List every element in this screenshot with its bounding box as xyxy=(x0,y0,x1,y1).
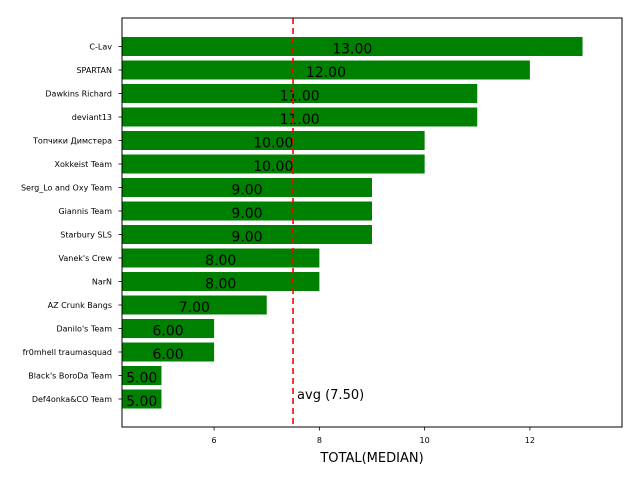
bar-value-label: 12.00 xyxy=(306,65,346,81)
bar-value-label: 5.00 xyxy=(126,394,157,410)
plot-frame xyxy=(121,17,623,428)
bar xyxy=(122,131,425,150)
x-axis-ticks: 6 8 10 12 xyxy=(212,427,535,445)
x-tick-label: 10 xyxy=(420,436,430,445)
bar xyxy=(122,60,530,80)
y-tick-label: Danilo's Team xyxy=(56,325,112,334)
y-axis-ticks: C-Lav SPARTAN Dawkins Richard deviant13 Топч… xyxy=(21,43,122,404)
y-tick-label: Топчики Димстера xyxy=(32,137,112,146)
x-axis-title: TOTAL(MEDIAN) xyxy=(319,451,423,466)
y-tick-label: Black's BoroDa Team xyxy=(28,372,112,381)
y-tick-label: Def4onka&CO Team xyxy=(32,395,112,404)
y-tick-label: NarN xyxy=(92,278,112,287)
bar-value-label: 11.00 xyxy=(280,89,320,105)
bar-value-label: 5.00 xyxy=(126,371,157,387)
bar-value-label: 8.00 xyxy=(205,277,236,293)
bars-group: 13.00 12.00 11.00 11.00 10.00 10.00 9.00 9.00 9.… xyxy=(122,37,583,410)
bar-value-label: 6.00 xyxy=(152,324,183,340)
y-tick-label: Xokkeist Team xyxy=(55,160,113,169)
bar-value-label: 10.00 xyxy=(253,136,293,152)
x-tick-label: 8 xyxy=(317,436,322,445)
bar-value-label: 6.00 xyxy=(152,347,183,363)
bar-value-label: 13.00 xyxy=(332,42,372,58)
bar xyxy=(122,178,372,197)
bar xyxy=(122,107,478,127)
reference-line-group: avg (7.50) xyxy=(292,18,364,427)
bar xyxy=(122,389,162,409)
bar xyxy=(122,342,215,362)
bar xyxy=(122,37,583,56)
y-tick-label: deviant13 xyxy=(72,113,112,122)
average-annotation: avg (7.50) xyxy=(297,388,364,403)
bar-value-label: 7.00 xyxy=(179,300,210,316)
y-tick-label: Giannis Team xyxy=(58,207,112,216)
y-tick-label: SPARTAN xyxy=(76,66,112,75)
bar-value-label: 9.00 xyxy=(231,183,262,199)
y-tick-label: fr0mhell traumasquad xyxy=(23,348,112,357)
bar xyxy=(122,225,372,244)
bar-value-label: 8.00 xyxy=(205,253,236,269)
y-tick-label: Starbury SLS xyxy=(60,231,112,240)
y-tick-label: Serg_Lo and Oxy Team xyxy=(21,184,112,193)
bar xyxy=(122,84,478,103)
bar xyxy=(122,319,215,338)
bar-value-label: 9.00 xyxy=(231,206,262,222)
bar xyxy=(122,272,320,291)
x-tick-label: 12 xyxy=(525,436,535,445)
x-tick-label: 6 xyxy=(212,436,217,445)
y-tick-label: C-Lav xyxy=(89,43,112,52)
bar xyxy=(122,248,320,268)
bar xyxy=(122,295,267,315)
bar-value-label: 9.00 xyxy=(231,230,262,246)
y-tick-label: Dawkins Richard xyxy=(45,90,112,99)
y-tick-label: AZ Crunk Bangs xyxy=(48,301,112,310)
y-tick-label: Vanek's Crew xyxy=(59,254,113,263)
bar xyxy=(122,201,372,221)
bar xyxy=(122,366,162,385)
bar-value-label: 10.00 xyxy=(253,159,293,175)
bar xyxy=(122,154,425,174)
bar-value-label: 11.00 xyxy=(280,112,320,128)
